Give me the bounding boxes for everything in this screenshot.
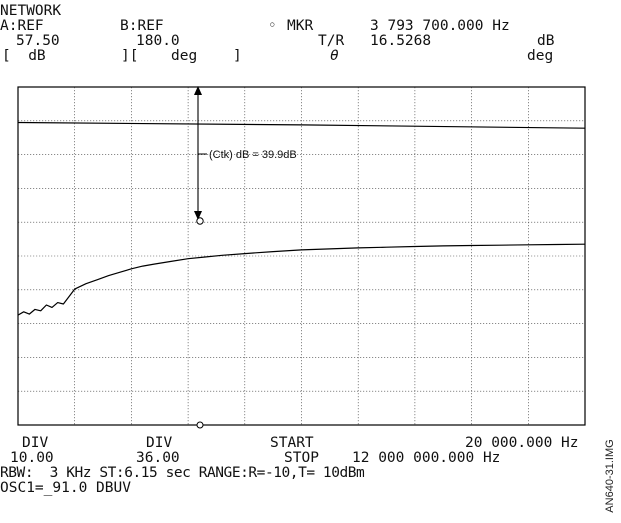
osc-line: OSC1=_91.0 DBUV [0, 480, 131, 496]
start-frequency: 20 000.000 Hz [465, 435, 579, 451]
div2-value: 36.00 [136, 450, 180, 466]
div1-label: DIV [22, 435, 49, 451]
stop-label: STOP [284, 450, 319, 466]
annotation-arrow-top [194, 86, 202, 95]
trace-1-line [17, 243, 586, 316]
rbw-line: RBW: 3 KHz ST:6.15 sec RANGE:R=-10,T= 10… [0, 465, 365, 481]
deg-unit-right: deg [527, 48, 554, 64]
annotation-text: (Ctk) dB = 39.9dB [209, 149, 297, 161]
annotation-layer: (Ctk) dB = 39.9dB [194, 86, 297, 429]
tr-unit: dB [537, 33, 555, 49]
div2-label: DIV [146, 435, 173, 451]
stop-frequency: 12 000 000.000 Hz [352, 450, 501, 466]
scale-close-bracket: ] [233, 48, 242, 64]
channel-b-label: B:REF [120, 18, 164, 34]
scale-b-unit: deg [171, 48, 198, 64]
scale-separator: ][ [121, 48, 139, 64]
plot-frame [17, 86, 586, 426]
start-label: START [270, 435, 314, 451]
graticule [18, 87, 585, 425]
trace-2-line [17, 121, 586, 129]
image-id-label: AN640-31.IMG [601, 430, 619, 522]
marker-symbol [196, 217, 204, 225]
tr-value: 16.5268 [370, 33, 432, 49]
annotation-arrow-bottom [194, 211, 202, 220]
marker-label: MKR [287, 18, 314, 34]
channel-a-value: 57.50 [16, 33, 60, 49]
image-id-text: AN640-31.IMG [604, 439, 616, 513]
scale-a-unit: [ dB [2, 48, 46, 64]
channel-a-label: A:REF [0, 18, 44, 34]
theta-symbol: θ [330, 48, 339, 64]
screen-title: NETWORK [0, 3, 62, 19]
trace-layer [17, 121, 586, 316]
marker-circle-label: ◦ [268, 18, 277, 34]
marker-bottom-symbol [196, 421, 204, 429]
tr-label: T/R [318, 33, 345, 49]
div1-value: 10.00 [10, 450, 54, 466]
channel-b-value: 180.0 [136, 33, 180, 49]
marker-frequency: 3 793 700.000 Hz [370, 18, 510, 34]
